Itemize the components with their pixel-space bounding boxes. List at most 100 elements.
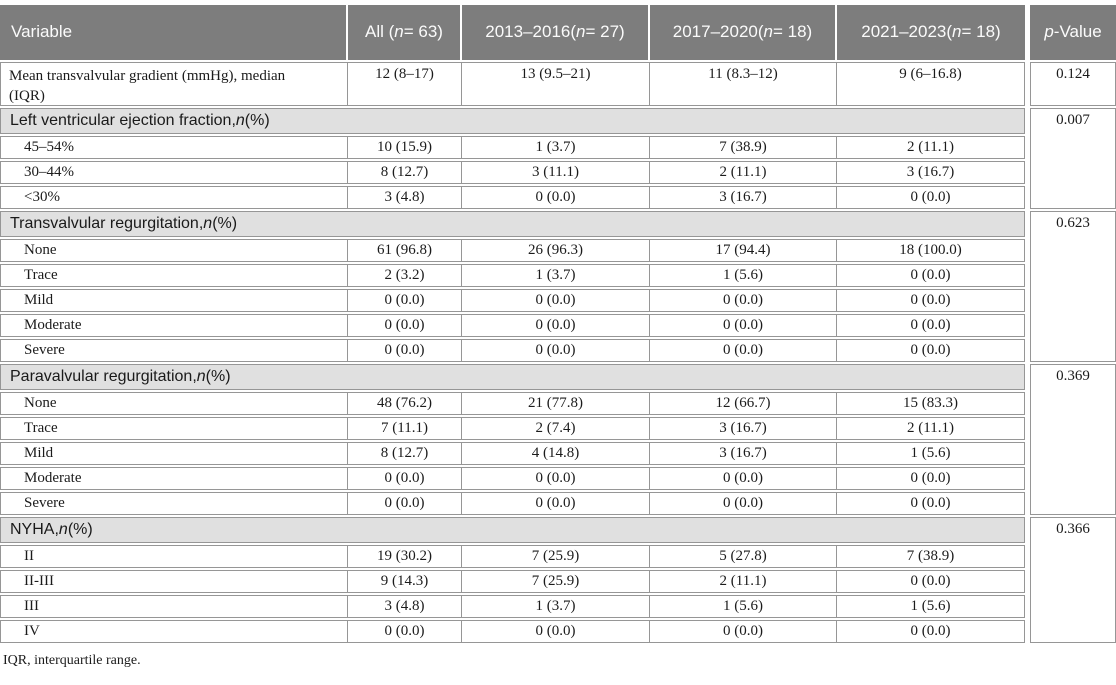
data-cell: 0 (0.0) bbox=[348, 289, 462, 312]
data-cell: 0 (0.0) bbox=[837, 339, 1025, 362]
data-cell: 0 (0.0) bbox=[348, 467, 462, 490]
text-segment: 2021–2023 bbox=[861, 22, 947, 42]
row-label: <30% bbox=[0, 186, 348, 209]
data-cell: 0 (0.0) bbox=[462, 492, 650, 515]
data-cell: 0 (0.0) bbox=[837, 186, 1025, 209]
table-body: Mean transvalvular gradient (mmHg), medi… bbox=[0, 62, 1116, 643]
column-header-variable: Variable bbox=[0, 5, 348, 60]
section-header: Left ventricular ejection fraction, n (%… bbox=[0, 108, 1025, 134]
italic-text: n bbox=[196, 368, 206, 385]
data-cell: 0 (0.0) bbox=[348, 620, 462, 643]
data-cell: 7 (25.9) bbox=[462, 545, 650, 568]
text-segment: 2017–2020 bbox=[672, 22, 758, 42]
data-cell: 3 (16.7) bbox=[837, 161, 1025, 184]
data-cell: 3 (16.7) bbox=[650, 442, 837, 465]
text-segment: = 27) bbox=[585, 22, 625, 42]
text-segment: (%) bbox=[244, 112, 270, 129]
row-label: None bbox=[0, 239, 348, 262]
data-cell: 7 (25.9) bbox=[462, 570, 650, 593]
data-cell: 2 (11.1) bbox=[650, 161, 837, 184]
data-cell: 1 (3.7) bbox=[462, 136, 650, 159]
data-cell: 21 (77.8) bbox=[462, 392, 650, 415]
data-cell: 0 (0.0) bbox=[462, 467, 650, 490]
data-cell: 61 (96.8) bbox=[348, 239, 462, 262]
data-cell: 0 (0.0) bbox=[837, 289, 1025, 312]
data-cell: 0 (0.0) bbox=[650, 492, 837, 515]
data-cell: 3 (16.7) bbox=[650, 186, 837, 209]
data-cell: 8 (12.7) bbox=[348, 161, 462, 184]
text-segment: ( bbox=[946, 22, 953, 42]
italic-text: n bbox=[576, 22, 586, 42]
data-cell: 1 (5.6) bbox=[650, 595, 837, 618]
data-cell: 4 (14.8) bbox=[462, 442, 650, 465]
text-segment: Variable bbox=[11, 22, 73, 42]
data-cell: 3 (4.8) bbox=[348, 186, 462, 209]
data-cell: 26 (96.3) bbox=[462, 239, 650, 262]
row-label: Moderate bbox=[0, 467, 348, 490]
data-cell: 0 (0.0) bbox=[462, 289, 650, 312]
text-segment: Paravalvular regurgitation, bbox=[10, 368, 197, 385]
data-cell: 0 (0.0) bbox=[462, 314, 650, 337]
data-cell: 9 (6–16.8) bbox=[837, 62, 1025, 106]
data-cell: 1 (5.6) bbox=[650, 264, 837, 287]
table-section: NYHA, n (%) 0.366 II 19 (30.2) 7 (25.9) 5 (27… bbox=[0, 517, 1116, 643]
data-cell: 0 (0.0) bbox=[837, 570, 1025, 593]
data-cell: 2 (11.1) bbox=[837, 417, 1025, 440]
row-label: Mean transvalvular gradient (mmHg), medi… bbox=[0, 62, 348, 106]
text-segment: = 63) bbox=[403, 22, 443, 42]
row-label: IV bbox=[0, 620, 348, 643]
data-cell: 0 (0.0) bbox=[837, 264, 1025, 287]
data-cell: 0 (0.0) bbox=[837, 467, 1025, 490]
italic-text: n bbox=[235, 112, 245, 129]
data-cell: 2 (11.1) bbox=[837, 136, 1025, 159]
p-value-cell: 0.369 bbox=[1030, 364, 1116, 515]
data-cell: 0 (0.0) bbox=[348, 492, 462, 515]
data-cell: 18 (100.0) bbox=[837, 239, 1025, 262]
data-cell: 11 (8.3–12) bbox=[650, 62, 837, 106]
data-cell: 3 (11.1) bbox=[462, 161, 650, 184]
data-cell: 0 (0.0) bbox=[462, 186, 650, 209]
data-cell: 0 (0.0) bbox=[837, 314, 1025, 337]
data-cell: 3 (4.8) bbox=[348, 595, 462, 618]
text-segment: ( bbox=[757, 22, 764, 42]
data-cell: 0 (0.0) bbox=[348, 314, 462, 337]
text-segment: (%) bbox=[212, 215, 238, 232]
column-header-all: All (n = 63) bbox=[348, 5, 462, 60]
italic-text: n bbox=[952, 22, 962, 42]
data-cell: 0 (0.0) bbox=[650, 620, 837, 643]
section-header: Transvalvular regurgitation, n (%) bbox=[0, 211, 1025, 237]
row-label: Severe bbox=[0, 339, 348, 362]
row-label: III bbox=[0, 595, 348, 618]
data-cell: 1 (3.7) bbox=[462, 595, 650, 618]
data-cell: 7 (38.9) bbox=[837, 545, 1025, 568]
italic-text: n bbox=[203, 215, 213, 232]
text-segment: Left ventricular ejection fraction, bbox=[10, 112, 236, 129]
p-value-cell: 0.124 bbox=[1030, 62, 1116, 106]
data-cell: 9 (14.3) bbox=[348, 570, 462, 593]
row-label: II-III bbox=[0, 570, 348, 593]
row-label: 30–44% bbox=[0, 161, 348, 184]
data-cell: 7 (38.9) bbox=[650, 136, 837, 159]
data-cell: 0 (0.0) bbox=[837, 492, 1025, 515]
p-value-cell: 0.366 bbox=[1030, 517, 1116, 643]
data-cell: 8 (12.7) bbox=[348, 442, 462, 465]
data-cell: 48 (76.2) bbox=[348, 392, 462, 415]
text-segment: = 18) bbox=[961, 22, 1001, 42]
data-cell: 0 (0.0) bbox=[462, 620, 650, 643]
row-label: Moderate bbox=[0, 314, 348, 337]
data-cell: 0 (0.0) bbox=[462, 339, 650, 362]
table-header-row: Variable All (n = 63) 2013–2016(n = 27) … bbox=[0, 5, 1116, 60]
data-cell: 0 (0.0) bbox=[650, 339, 837, 362]
column-header-2013-2016: 2013–2016(n = 27) bbox=[462, 5, 650, 60]
data-cell: 0 (0.0) bbox=[837, 620, 1025, 643]
data-cell: 0 (0.0) bbox=[650, 314, 837, 337]
row-label: Trace bbox=[0, 417, 348, 440]
text-segment: ( bbox=[570, 22, 577, 42]
data-cell: 0 (0.0) bbox=[348, 339, 462, 362]
data-cell: 7 (11.1) bbox=[348, 417, 462, 440]
table-section: Mean transvalvular gradient (mmHg), medi… bbox=[0, 62, 1116, 106]
data-cell: 5 (27.8) bbox=[650, 545, 837, 568]
data-cell: 13 (9.5–21) bbox=[462, 62, 650, 106]
section-header: NYHA, n (%) bbox=[0, 517, 1025, 543]
